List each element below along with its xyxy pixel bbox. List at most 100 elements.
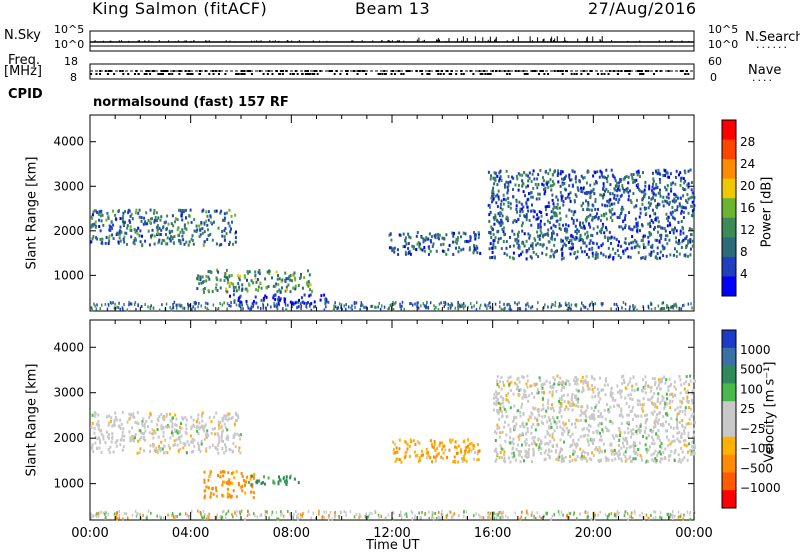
data-cell [90, 225, 93, 229]
data-cell [551, 391, 554, 394]
data-cell [414, 442, 417, 446]
data-cell [683, 382, 686, 386]
data-cell [593, 409, 596, 413]
data-cell [230, 214, 233, 218]
data-cell [122, 237, 125, 241]
data-cell [641, 223, 643, 227]
scatter-cell [414, 302, 416, 306]
data-cell [669, 223, 672, 227]
data-cell [408, 444, 411, 448]
data-cell [683, 169, 686, 173]
data-cell [595, 180, 597, 184]
data-cell [523, 459, 525, 463]
freq-dot [162, 70, 165, 72]
data-cell [678, 252, 681, 256]
data-cell [675, 418, 678, 422]
data-cell [569, 435, 572, 439]
scatter-cell [262, 306, 265, 310]
data-cell [654, 423, 657, 427]
data-cell [674, 209, 677, 212]
data-cell [520, 405, 523, 409]
data-cell [454, 445, 457, 449]
data-cell [168, 229, 171, 233]
scatter-cell [115, 516, 117, 520]
data-cell [118, 230, 121, 234]
scatter-cell [410, 302, 412, 305]
data-cell [505, 198, 507, 202]
data-cell [252, 496, 255, 500]
scatter-cell [570, 307, 572, 311]
data-cell [562, 421, 565, 425]
data-cell [598, 446, 601, 449]
data-cell [418, 459, 420, 463]
data-cell [600, 173, 603, 177]
data-cell [514, 183, 517, 187]
scatter-cell [647, 516, 650, 520]
data-cell [223, 480, 226, 484]
data-cell [636, 173, 639, 177]
data-cell [111, 432, 114, 436]
scatter-cell [434, 511, 436, 515]
scatter-cell [371, 512, 373, 516]
scatter-cell [118, 301, 120, 305]
data-cell [255, 301, 258, 305]
data-cell [559, 425, 562, 429]
freq-dot [313, 70, 316, 72]
data-cell [547, 234, 550, 237]
data-cell [623, 431, 626, 435]
data-cell [129, 228, 132, 232]
data-cell [470, 442, 473, 445]
scatter-cell [431, 515, 433, 519]
data-cell [122, 220, 124, 224]
data-cell [675, 254, 678, 258]
data-cell [541, 251, 544, 255]
data-cell [395, 457, 398, 461]
data-cell [564, 227, 567, 231]
data-cell [492, 216, 495, 220]
data-cell [644, 245, 647, 249]
freq-dot [608, 70, 611, 72]
data-cell [669, 454, 672, 458]
data-cell [521, 184, 524, 188]
data-cell [232, 450, 235, 454]
data-cell [650, 411, 653, 415]
data-cell [674, 182, 677, 186]
data-cell [568, 401, 571, 405]
data-cell [517, 172, 520, 176]
scatter-cell [287, 303, 289, 307]
scatter-cell [238, 303, 240, 307]
data-cell [181, 211, 183, 215]
data-cell [616, 434, 619, 438]
data-cell [90, 425, 93, 429]
data-cell [634, 217, 637, 221]
scatter-cell [416, 301, 418, 305]
data-cell [630, 173, 633, 177]
data-cell [396, 450, 399, 454]
data-cell [679, 171, 682, 175]
data-cell [549, 440, 552, 444]
data-cell [636, 185, 639, 189]
data-cell [545, 379, 548, 383]
scatter-cell [297, 512, 299, 516]
data-cell [654, 457, 657, 461]
data-cell [595, 446, 598, 450]
data-cell [684, 412, 687, 416]
data-cell [631, 235, 634, 238]
scatter-cell [131, 513, 134, 517]
data-cell [537, 391, 540, 395]
data-cell [550, 386, 553, 389]
data-cell [220, 436, 223, 440]
data-cell [285, 475, 288, 479]
data-cell [621, 382, 624, 386]
scatter-cell [232, 515, 234, 519]
data-cell [505, 180, 508, 184]
data-cell [213, 427, 216, 430]
data-cell [205, 449, 208, 453]
data-cell [122, 427, 125, 431]
data-cell [658, 192, 661, 196]
data-cell [631, 397, 634, 401]
data-cell [187, 221, 190, 225]
data-cell [622, 445, 625, 449]
data-cell [656, 203, 659, 207]
